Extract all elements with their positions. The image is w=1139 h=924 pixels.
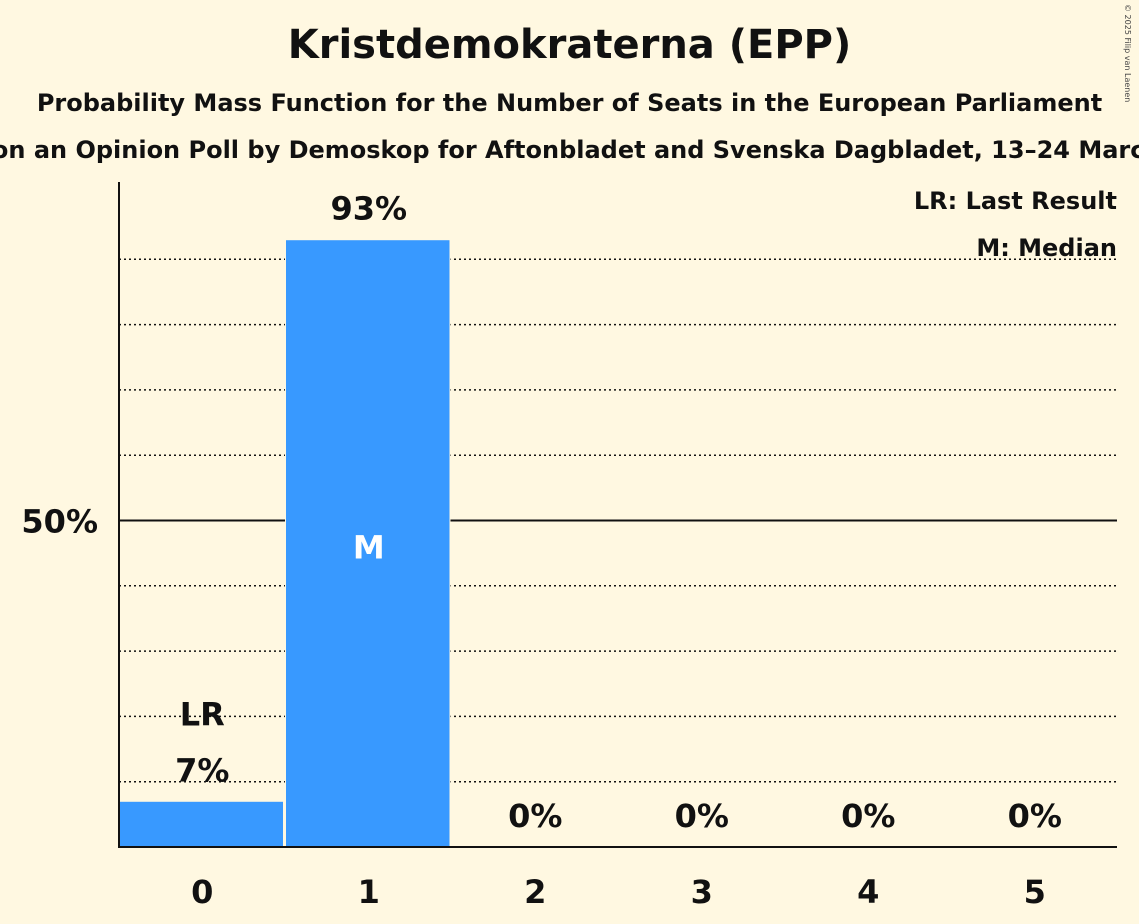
median-marker: M (353, 529, 385, 567)
bar-0 (118, 800, 284, 848)
x-tick-label: 0 (191, 873, 213, 911)
x-tick-label: 4 (857, 873, 879, 911)
x-tick-label: 2 (524, 873, 546, 911)
data-label-0: 7% (175, 751, 229, 789)
legend-median: M: Median (976, 234, 1117, 262)
y-tick-label: 50% (21, 503, 98, 541)
data-label-3: 0% (675, 797, 729, 835)
gridlines (119, 258, 1117, 783)
data-label-1: 93% (330, 190, 407, 228)
data-label-4: 0% (841, 797, 895, 835)
data-label-2: 0% (508, 797, 562, 835)
axes: 50% 0 1 2 3 4 5 (21, 182, 1117, 911)
x-tick-label: 1 (358, 873, 380, 911)
chart-subtitle: Probability Mass Function for the Number… (36, 89, 1103, 117)
bar-1 (285, 239, 451, 848)
last-result-marker: LR (180, 695, 225, 733)
labels: 7% LR 93% M 0% 0% 0% 0% (175, 190, 1062, 835)
data-label-5: 0% (1008, 797, 1062, 835)
x-tick-label: 5 (1024, 873, 1046, 911)
bars (118, 239, 451, 848)
legend-last-result: LR: Last Result (914, 187, 1117, 215)
chart-title: Kristdemokraterna (EPP) (287, 22, 852, 68)
source-text: Based on an Opinion Poll by Demoskop for… (0, 136, 1139, 164)
x-tick-label: 3 (691, 873, 713, 911)
chart-source: Based on an Opinion Poll by Demoskop for… (0, 136, 1139, 170)
